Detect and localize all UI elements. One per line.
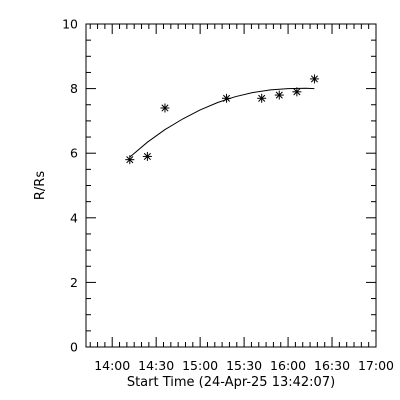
data-point [292, 87, 302, 97]
x-tick-label: 16:00 [270, 358, 306, 373]
data-point [257, 93, 267, 103]
x-tick-label: 17:00 [358, 358, 394, 373]
y-tick-label: 10 [62, 17, 78, 32]
data-point [125, 155, 135, 165]
y-tick-label: 0 [70, 340, 78, 355]
plot-frame [85, 23, 377, 348]
data-points [125, 74, 319, 165]
data-point [309, 74, 319, 84]
y-tick-labels: 0 2 4 6 8 10 [62, 17, 78, 355]
axis-ticks [86, 23, 377, 348]
data-point [142, 151, 152, 161]
x-tick-label: 15:00 [182, 358, 218, 373]
y-tick-label: 8 [70, 81, 78, 96]
x-axis-title: Start Time (24-Apr-25 13:42:07) [127, 375, 335, 390]
x-tick-label: 14:00 [94, 358, 130, 373]
data-point [274, 90, 284, 100]
x-tick-labels: 14:00 14:30 15:00 15:30 16:00 16:30 17:00 [94, 358, 394, 373]
x-tick-label: 16:30 [314, 358, 350, 373]
data-point [222, 93, 232, 103]
y-tick-label: 4 [70, 210, 78, 225]
y-tick-label: 2 [70, 275, 78, 290]
data-point [160, 103, 170, 113]
x-tick-label: 15:30 [226, 358, 262, 373]
y-axis-title: R/Rs [33, 171, 48, 200]
x-tick-label: 14:30 [138, 358, 174, 373]
y-tick-label: 6 [70, 146, 78, 161]
